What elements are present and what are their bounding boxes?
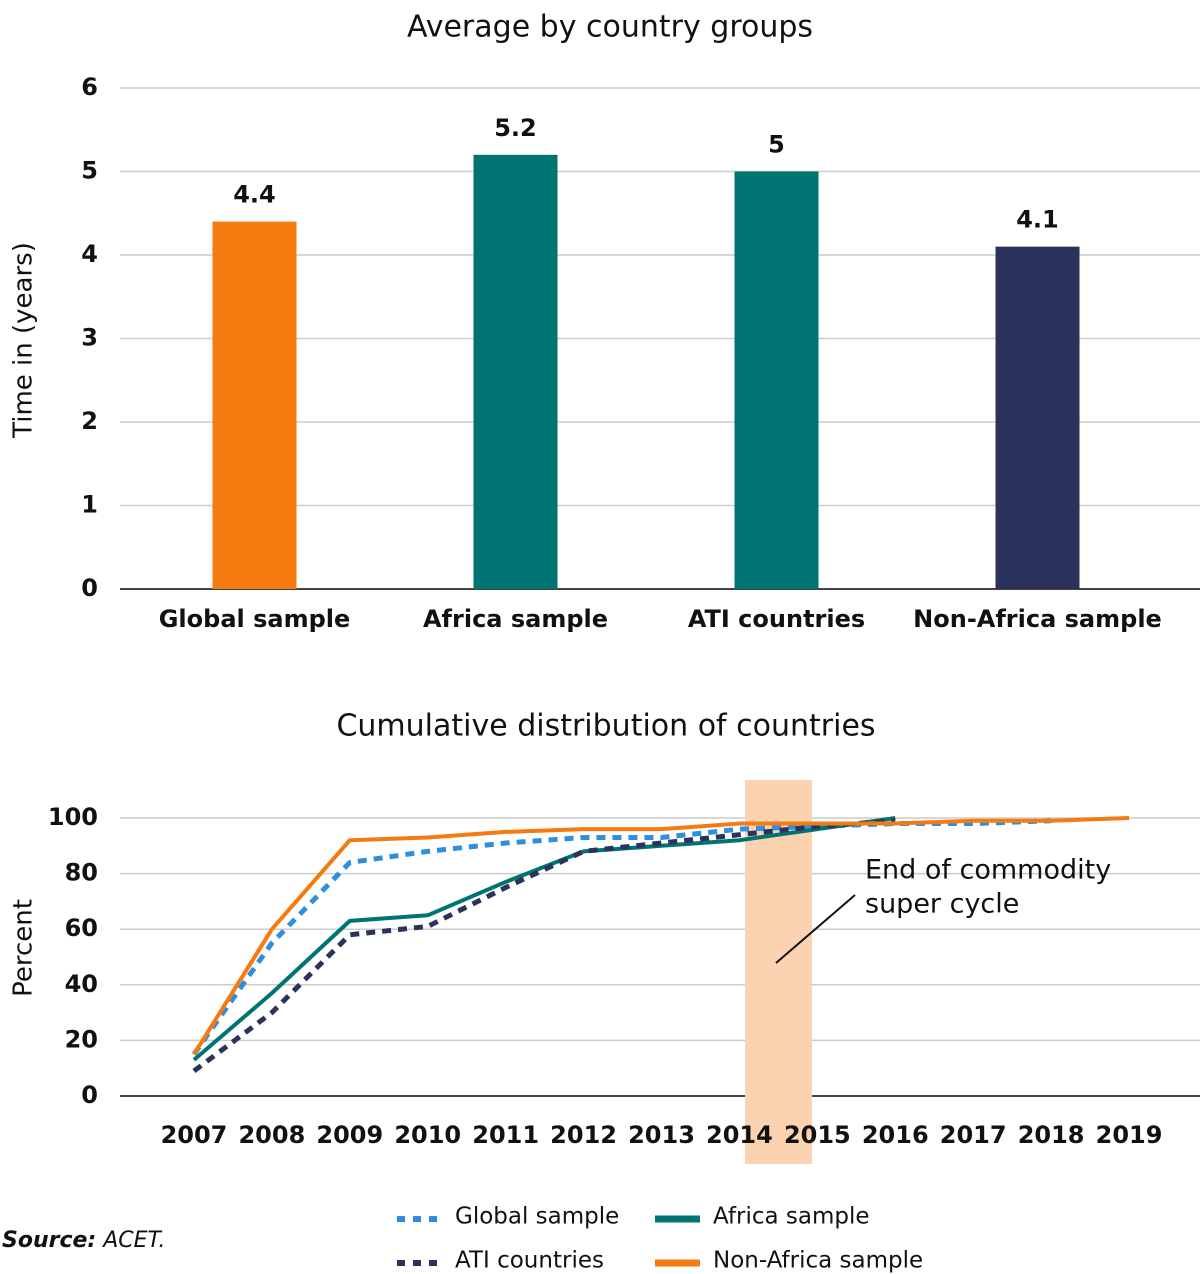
- x-tick-label: 2018: [1018, 1121, 1085, 1149]
- x-tick-label: 2017: [940, 1121, 1007, 1149]
- legend-label: ATI countries: [455, 1248, 604, 1274]
- y-tick-label: 2: [81, 407, 98, 435]
- y-tick-label: 5: [81, 157, 98, 185]
- x-tick-label: Non-Africa sample: [913, 605, 1162, 633]
- value-label: 5: [768, 131, 785, 159]
- x-tick-label: 2010: [394, 1121, 461, 1149]
- x-tick-label: 2016: [862, 1121, 929, 1149]
- annotation: super cycle: [865, 889, 1019, 920]
- x-tick-label: 2014: [706, 1121, 773, 1149]
- source: Source: ACET.: [2, 1228, 165, 1253]
- legend-label: Non-Africa sample: [713, 1248, 923, 1274]
- x-tick-label: ATI countries: [688, 605, 865, 633]
- y-tick-label: 0: [81, 1081, 98, 1109]
- y-tick-label: 100: [48, 803, 98, 831]
- x-tick-label: 2007: [161, 1121, 228, 1149]
- y-tick-label: 20: [65, 1025, 98, 1053]
- x-tick-label: 2008: [238, 1121, 305, 1149]
- x-tick-label: 2011: [472, 1121, 539, 1149]
- annotation-pointer: [775, 894, 856, 964]
- line-series: [192, 816, 896, 1062]
- source-label: Source:: [2, 1228, 96, 1253]
- y-axis-label: Percent: [9, 899, 39, 997]
- bar: [212, 221, 297, 589]
- x-tick-label: Global sample: [159, 605, 351, 633]
- value-label: 5.2: [494, 114, 537, 142]
- x-tick-label: 2013: [628, 1121, 695, 1149]
- x-tick-label: 2009: [316, 1121, 383, 1149]
- chart-title: Cumulative distribution of countries: [336, 709, 875, 744]
- highlight-band: [745, 780, 812, 1164]
- x-tick-label: 2019: [1096, 1121, 1163, 1149]
- x-tick-label: 2015: [784, 1121, 851, 1149]
- x-tick-label: Africa sample: [423, 605, 608, 633]
- y-tick-label: 80: [65, 859, 98, 887]
- bar: [995, 246, 1080, 589]
- x-tick-label: 2012: [550, 1121, 617, 1149]
- chart-title: Average by country groups: [407, 10, 813, 45]
- y-tick-label: 6: [81, 73, 98, 101]
- line-series: [192, 818, 896, 1073]
- y-tick-label: 1: [81, 491, 98, 519]
- value-label: 4.1: [1016, 206, 1059, 234]
- y-tick-label: 3: [81, 324, 98, 352]
- value-label: 4.4: [233, 181, 276, 209]
- y-tick-label: 4: [81, 240, 98, 268]
- annotation: End of commodity: [865, 855, 1111, 886]
- line-series: [192, 816, 1130, 1056]
- bar: [473, 154, 558, 590]
- source-text: ACET.: [101, 1228, 165, 1253]
- legend-label: Africa sample: [713, 1204, 870, 1230]
- y-tick-label: 60: [65, 914, 98, 942]
- y-axis-label: Time in (years): [9, 242, 39, 439]
- y-tick-label: 0: [81, 574, 98, 602]
- bar: [734, 171, 819, 589]
- legend-label: Global sample: [455, 1204, 619, 1230]
- y-tick-label: 40: [65, 970, 98, 998]
